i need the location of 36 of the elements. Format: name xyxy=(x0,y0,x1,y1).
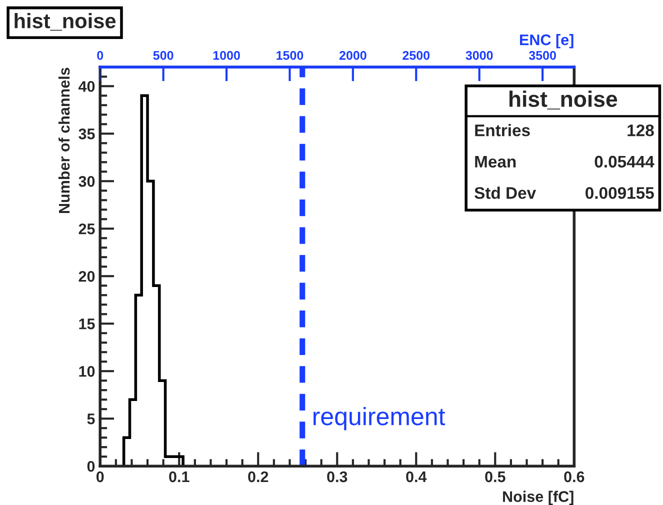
x-tick-label: 0 xyxy=(96,471,104,482)
x2-tick-label: 0 xyxy=(97,50,104,60)
text: 0.05444 xyxy=(594,156,654,168)
x-tick-label: 0.4 xyxy=(406,471,427,482)
y-tick-label: 10 xyxy=(79,366,95,377)
x-axis-title: Noise [fC] xyxy=(503,490,574,505)
x2-tick-label: 3000 xyxy=(466,50,493,60)
x2-axis-title: ENC [e] xyxy=(520,34,574,48)
x-tick-label: 0.6 xyxy=(564,471,584,482)
y-tick-label: 0 xyxy=(87,460,95,472)
y-tick-label: 35 xyxy=(78,128,95,140)
x2-tick-label: 1500 xyxy=(276,50,304,60)
y-tick-label: 15 xyxy=(79,318,95,330)
y-tick-label: 40 xyxy=(78,81,95,92)
y-axis-title: Number of channels xyxy=(58,68,70,213)
text: 128 xyxy=(628,124,654,136)
y-tick-label: 20 xyxy=(78,271,95,282)
x-tick-label: 0.3 xyxy=(327,471,348,482)
x-tick-label: 0.2 xyxy=(248,471,268,482)
y-tick-label: 30 xyxy=(78,176,95,187)
x2-tick-label: 3500 xyxy=(528,50,556,60)
x-tick-label: 0.1 xyxy=(169,471,190,482)
text: 0.009155 xyxy=(586,187,654,199)
annotation: Entries xyxy=(475,124,530,136)
x-tick-label: 0.5 xyxy=(485,471,506,482)
x2-tick-label: 1000 xyxy=(213,50,240,60)
chart-title: hist_noise xyxy=(14,13,116,31)
y-tick-label: 25 xyxy=(78,224,95,234)
x2-tick-label: 500 xyxy=(153,50,174,60)
annotation: hist_noise xyxy=(509,90,618,110)
x2-tick-label: 2500 xyxy=(402,50,430,60)
annotation: Std Dev xyxy=(474,186,536,199)
x2-tick-label: 2000 xyxy=(339,50,366,60)
y-tick-label: 5 xyxy=(87,414,95,424)
ref-line-label: requirement xyxy=(314,406,446,430)
annotation: Mean xyxy=(475,156,516,168)
